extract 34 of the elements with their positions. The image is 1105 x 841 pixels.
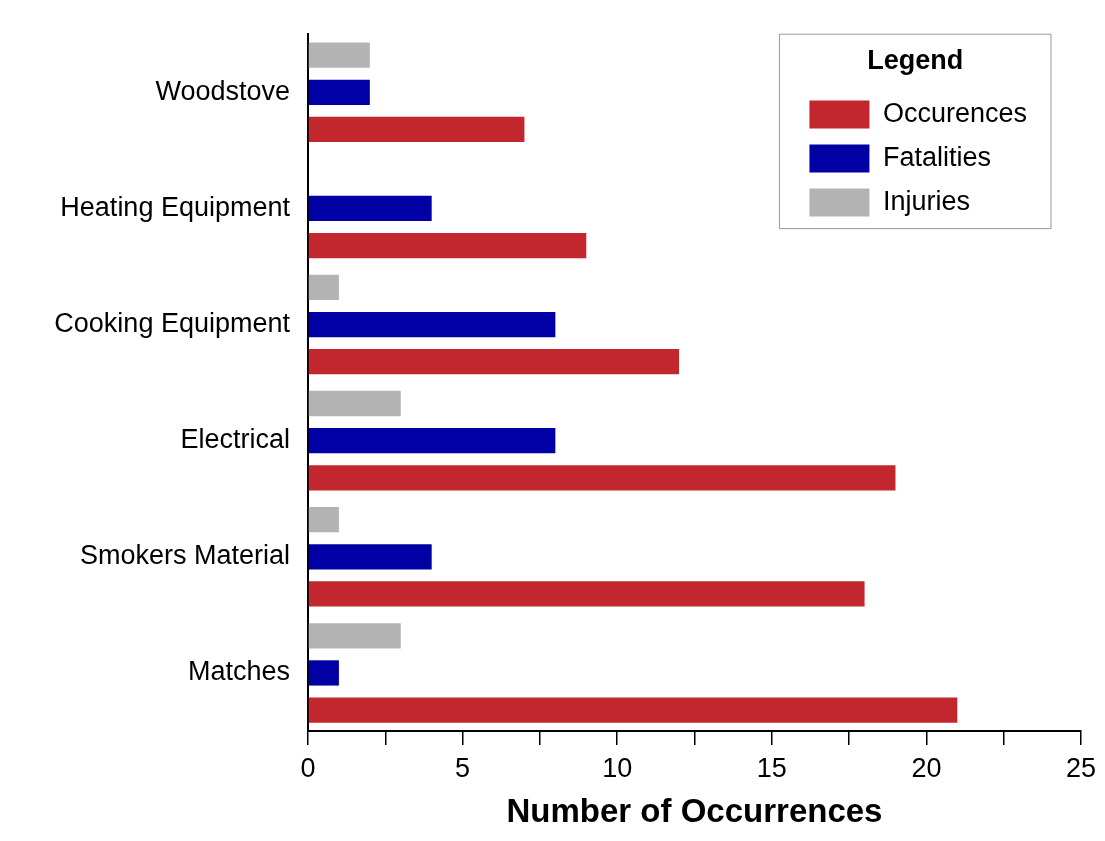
bar bbox=[308, 507, 339, 533]
bar bbox=[308, 390, 401, 417]
bar bbox=[308, 79, 370, 105]
y-tick-label: Cooking Equipment bbox=[54, 307, 291, 338]
bar bbox=[308, 660, 339, 686]
bar bbox=[308, 116, 525, 143]
legend-title: Legend bbox=[867, 45, 964, 76]
x-tick-label: 5 bbox=[455, 752, 471, 783]
y-tick-label: Woodstove bbox=[155, 75, 290, 106]
bar bbox=[308, 544, 432, 570]
bar bbox=[308, 697, 958, 723]
legend-label: Fatalities bbox=[882, 142, 991, 173]
x-tick-label: 25 bbox=[1065, 752, 1097, 783]
bar bbox=[308, 195, 432, 222]
bar bbox=[308, 349, 680, 375]
y-tick-label: Heating Equipment bbox=[60, 191, 291, 222]
y-tick-label: Electrical bbox=[180, 424, 290, 455]
bar bbox=[308, 465, 896, 491]
x-tick-label: 0 bbox=[300, 752, 316, 783]
bar bbox=[308, 623, 401, 649]
x-tick-label: 20 bbox=[911, 752, 942, 783]
legend-label: Occurences bbox=[882, 98, 1028, 129]
x-tick-label: 15 bbox=[756, 752, 787, 783]
bar bbox=[308, 42, 370, 68]
legend-label: Injuries bbox=[882, 186, 970, 217]
x-axis-title: Number of Occurrences bbox=[506, 792, 883, 830]
bar bbox=[308, 274, 339, 301]
bar bbox=[308, 581, 865, 607]
y-tick-label: Matches bbox=[187, 656, 290, 687]
bar bbox=[308, 428, 556, 454]
bar bbox=[308, 311, 556, 338]
y-tick-label: Smokers Material bbox=[79, 540, 290, 571]
x-tick-label: 10 bbox=[602, 752, 633, 783]
bar bbox=[308, 232, 587, 259]
